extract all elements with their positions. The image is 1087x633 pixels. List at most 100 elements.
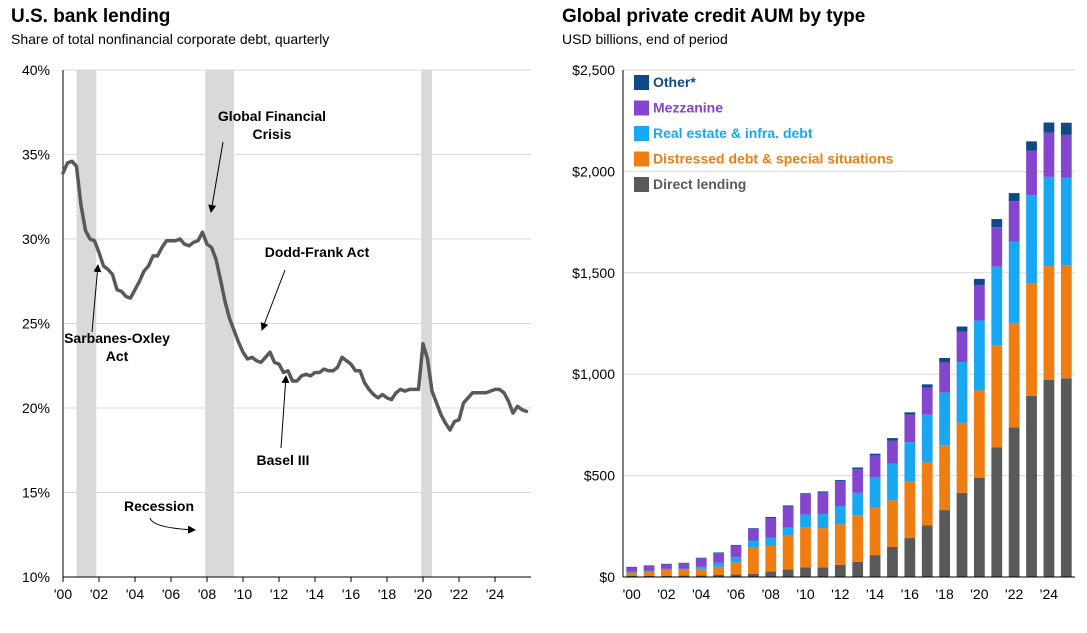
x-tick-label: '18 [378, 586, 396, 602]
bar-segment [765, 571, 777, 577]
x-tick-label: '10 [796, 586, 814, 602]
bar-segment [800, 494, 811, 515]
bar-segment [869, 507, 881, 556]
x-tick-label: '12 [270, 586, 288, 602]
bar-segment [1043, 266, 1055, 380]
right-chart-panel: Global private credit AUM by type USD bi… [545, 0, 1087, 633]
bar-segment [713, 574, 725, 577]
bar-segment [887, 440, 898, 464]
bar-segment [695, 558, 707, 567]
bar-segment [939, 445, 951, 511]
legend-swatch [634, 177, 649, 192]
legend-label: Distressed debt & special situations [653, 151, 894, 167]
legend-label: Mezzanine [653, 100, 723, 116]
bar-segment [834, 481, 846, 507]
annotation-arrow [149, 517, 196, 534]
y-tick-label: $2,000 [572, 163, 615, 179]
bank-lending-line [61, 159, 529, 432]
bar-segment [1026, 395, 1037, 577]
x-tick-label: '02 [657, 586, 675, 602]
bar-segment [626, 571, 638, 573]
bar-segment [661, 575, 672, 577]
bar-segment [1043, 132, 1055, 177]
annotation-arrow [91, 264, 102, 333]
bar-segment [939, 510, 951, 577]
x-tick-label: '02 [90, 586, 108, 602]
x-tick-label: '16 [342, 586, 360, 602]
bar-segment [1026, 150, 1037, 196]
bar-segment [1008, 193, 1020, 202]
bar-segment [1060, 134, 1072, 178]
y-tick-label: 15% [22, 485, 50, 501]
x-tick-label: '04 [692, 586, 710, 602]
bar-segment [991, 219, 1003, 228]
bar-segment [695, 557, 707, 559]
bar-segment [1043, 176, 1055, 267]
bar-segment [834, 524, 846, 565]
y-tick-label: 30% [22, 231, 50, 247]
bar-segment [852, 469, 864, 493]
y-tick-label: $1,500 [572, 265, 615, 281]
bar-segment [695, 575, 707, 577]
bar-segment [869, 477, 881, 508]
bar-segment [973, 278, 985, 285]
x-tick-label: '22 [1005, 586, 1023, 602]
bar-segment [678, 563, 690, 569]
bar-segment [1060, 177, 1072, 266]
left-chart-subtitle: Share of total nonfinancial corporate de… [11, 31, 330, 47]
legend-swatch [634, 126, 649, 141]
bar-segment [1026, 141, 1037, 151]
bar-segment [747, 528, 759, 541]
bar-segment [695, 568, 707, 576]
bar-segment [782, 505, 794, 507]
annotation-arrow [208, 141, 224, 213]
annotation-label: Act [106, 348, 129, 364]
bar-segment [782, 569, 794, 577]
bar-segment [991, 266, 1003, 346]
bar-segment [887, 438, 898, 441]
bar-segment [921, 525, 933, 577]
bar-segment [626, 567, 638, 572]
x-tick-label: '18 [935, 586, 953, 602]
bar-segment [817, 567, 829, 577]
bar-segment [626, 575, 638, 577]
legend-label: Real estate & infra. debt [653, 125, 813, 141]
bar-segment [730, 574, 742, 577]
bar-segment [817, 492, 829, 514]
bar-segment [817, 528, 829, 568]
left-chart-panel: U.S. bank lending Share of total nonfina… [11, 6, 531, 602]
legend-swatch [634, 151, 649, 167]
bar-segment [643, 571, 655, 576]
y-tick-label: 25% [22, 316, 50, 332]
bar-segment [973, 284, 985, 321]
bar-segment [713, 553, 725, 563]
bar-segment [1060, 265, 1072, 379]
bar-segment [869, 555, 881, 577]
bar-segment [678, 569, 690, 576]
bar-segment [782, 506, 794, 528]
legend-label: Other* [653, 74, 696, 90]
x-tick-label: '08 [762, 586, 780, 602]
bar-segment [921, 462, 933, 526]
bar-segment [834, 480, 846, 482]
bar-segment [904, 538, 916, 577]
x-tick-label: '24 [1040, 586, 1058, 602]
y-tick-label: $1,000 [572, 366, 615, 382]
bar-segment [747, 528, 759, 529]
bar-segment [661, 569, 672, 576]
bar-segment [1026, 283, 1037, 396]
bar-segment [643, 565, 655, 567]
bar-segment [747, 540, 759, 548]
bar-segment [661, 563, 672, 565]
annotation-label: Crisis [253, 126, 292, 142]
bar-segment [713, 566, 725, 575]
left-chart-title: U.S. bank lending [11, 6, 171, 27]
bar-segment [643, 566, 655, 571]
bar-segment [765, 517, 777, 538]
bar-segment [713, 562, 725, 567]
bar-segment [834, 564, 846, 577]
x-tick-label: '04 [126, 586, 144, 602]
bar-segment [695, 566, 707, 569]
bar-segment [1060, 122, 1072, 135]
bar-segment [991, 345, 1003, 448]
